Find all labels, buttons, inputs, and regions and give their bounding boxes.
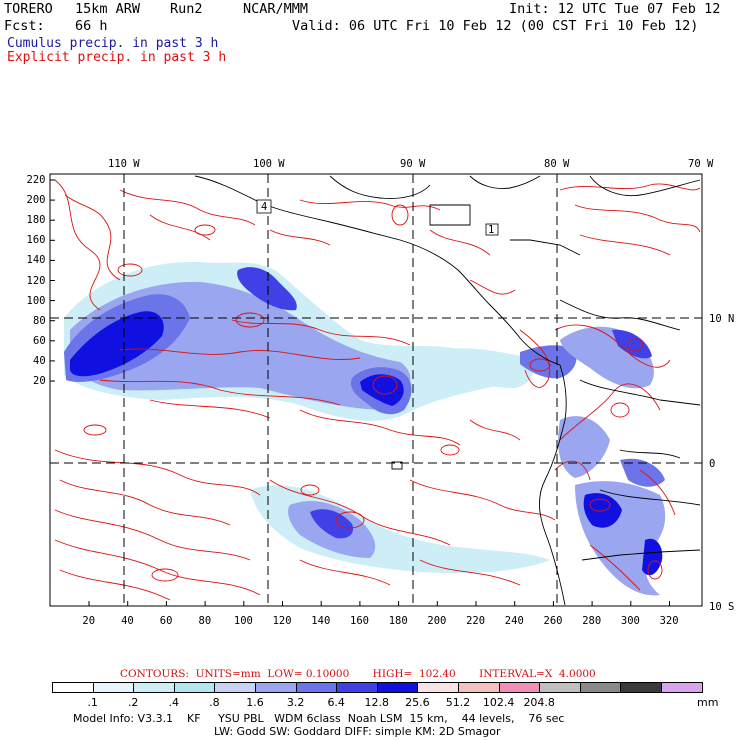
legend-label: 25.6 [405,696,430,709]
y-tick-label: 20 [33,375,46,387]
contour-info: CONTOURS: UNITS=mm LOW= 0.10000 HIGH= 10… [120,668,596,680]
lon-label-110w: 110 W [108,158,140,170]
x-tick-label: 160 [350,615,369,627]
x-tick-label: 20 [82,615,96,627]
x-tick-label: 180 [388,615,408,627]
legend-label: 102.4 [482,696,515,709]
x-tick-label: 320 [659,615,679,627]
legend-swatch [539,682,581,693]
x-tick-label: 40 [121,615,134,627]
precip-shading [64,261,666,596]
lat-label-10n: 10 N [709,313,735,325]
y-tick-label: 80 [33,314,46,327]
x-tick-label: 100 [233,615,253,627]
legend-label: .4 [168,696,180,709]
legend-swatch [498,682,541,693]
legend-swatch [133,682,175,693]
x-tick-label: 220 [466,615,486,627]
legend-swatch [417,682,459,693]
legend-swatch [579,682,622,693]
lon-label-90w: 90 W [400,158,426,170]
x-tick-label: 200 [427,615,447,627]
lat-label-10s: 10 S [709,601,735,613]
plot-frame [49,173,703,607]
y-tick-label: 220 [26,174,46,186]
legend-swatch [620,682,662,693]
legend-label: 3.2 [286,696,305,709]
y-tick-label: 60 [33,334,46,347]
org-label: NCAR/MMM [243,1,309,17]
model-resolution: 15km ARW [75,1,141,17]
station-label-1: 1 [488,224,495,236]
legend-swatch [376,682,419,693]
legend-swatch [92,682,135,693]
legend-units: mm [697,696,719,709]
lat-label-0: 0 [709,458,716,470]
x-tick-label: 240 [504,615,524,627]
init-time: Init: 12 UTC Tue 07 Feb 12 [509,1,721,17]
legend-swatch [255,682,297,693]
legend-swatch [661,682,703,693]
legend-swatch [458,682,500,693]
legend-label: 204.8 [523,696,555,709]
model-info-line: Model Info: V3.3.1 KF YSU PBL WDM 6class… [73,712,565,725]
legend-label: .2 [127,696,139,709]
y-tick-label: 160 [26,234,46,247]
legend-label: 51.2 [445,696,471,709]
legend-swatch [52,682,94,693]
legend-label: .1 [87,696,98,709]
explicit-precip-contours [54,179,701,601]
x-tick-label: 80 [198,615,212,627]
y-tick-label: 200 [26,194,46,207]
lon-label-80w: 80 W [544,158,570,170]
run-label: Run2 [170,1,203,17]
x-tick-label: 140 [311,615,331,627]
legend-label: .8 [209,696,220,709]
legend-label: 12.8 [364,696,390,709]
explicit-precip-label: Explicit precip. in past 3 h [7,50,227,65]
y-tick-label: 100 [26,294,46,307]
legend-label: 6.4 [327,696,345,709]
physics-info-line: LW: Godd SW: Goddard DIFF: simple KM: 2D… [214,725,501,738]
legend-label: 1.6 [246,696,264,709]
x-tick-label: 260 [543,615,563,627]
x-tick-label: 280 [582,615,602,627]
cumulus-precip-label: Cumulus precip. in past 3 h [7,36,219,51]
lon-label-70w: 70 W [688,158,714,170]
legend-swatch [173,682,216,693]
x-tick-label: 60 [159,615,173,627]
forecast-label: Fcst: [4,18,45,34]
forecast-hour: 66 h [75,18,108,34]
station-label-4: 4 [261,201,268,213]
y-tick-label: 180 [26,214,46,227]
y-tick-label: 140 [26,254,46,267]
legend-swatch [214,682,256,693]
station-markers [256,199,499,236]
x-tick-label: 300 [620,615,640,627]
x-tick-label: 120 [272,615,292,627]
y-tick-label: 120 [26,274,46,287]
valid-time: Valid: 06 UTC Fri 10 Feb 12 (00 CST Fri … [292,18,699,34]
lon-label-100w: 100 W [253,158,285,170]
model-name: TORERO [4,1,53,17]
axis-ticks [50,179,670,606]
legend-swatch [336,682,378,693]
legend-swatch [295,682,338,693]
graticule [50,174,702,606]
y-tick-label: 40 [33,354,46,367]
